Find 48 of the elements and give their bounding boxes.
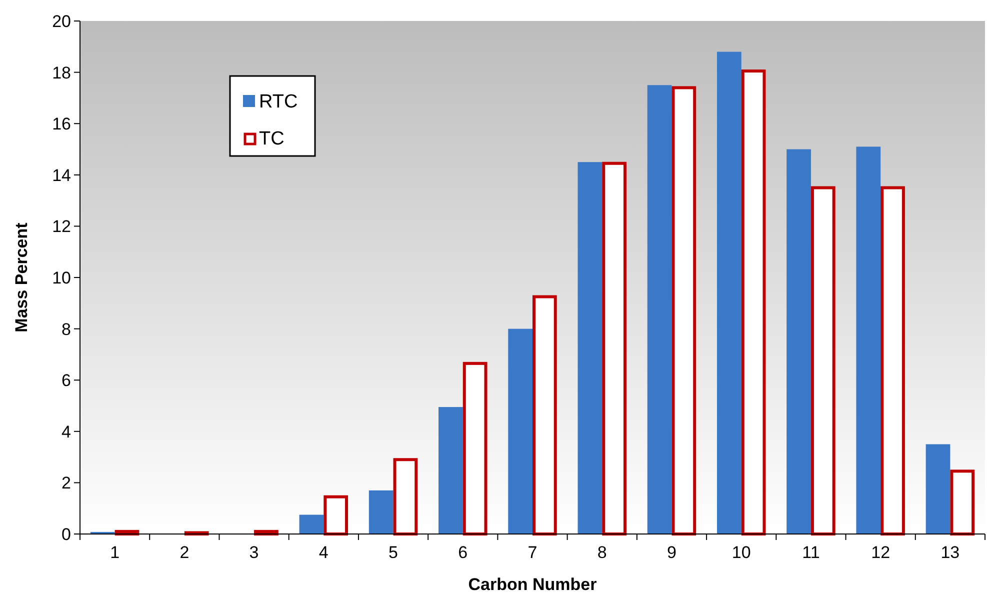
y-tick-label: 10 (52, 268, 71, 288)
bar (856, 146, 881, 534)
y-tick-label: 0 (62, 524, 71, 544)
x-tick-label: 9 (666, 543, 676, 562)
bar (508, 328, 532, 534)
y-tick-label: 18 (52, 63, 71, 82)
legend-label: TC (259, 128, 284, 150)
x-tick-label: 5 (388, 543, 398, 562)
x-tick-label: 4 (318, 543, 328, 562)
bar (786, 149, 811, 534)
bar (672, 86, 696, 536)
bar (950, 470, 975, 536)
bar (368, 490, 394, 534)
x-tick-label: 3 (249, 543, 259, 562)
y-tick-label: 4 (62, 422, 71, 442)
bar (393, 458, 418, 536)
bar (324, 495, 348, 536)
x-tick-label: 8 (597, 543, 607, 562)
y-tick-label: 2 (62, 474, 71, 493)
y-tick-label: 12 (52, 217, 71, 236)
bar (578, 162, 602, 534)
bar (438, 407, 463, 534)
x-tick-label: 1 (110, 543, 120, 562)
bar (741, 70, 766, 536)
x-tick-label: 10 (732, 543, 751, 562)
bar (716, 52, 742, 534)
y-axis-title: Mass Percent (12, 222, 31, 332)
y-tick-label: 16 (52, 114, 71, 134)
x-axis-title: Carbon Number (468, 575, 598, 594)
bar (647, 85, 672, 534)
y-tick-label: 6 (62, 371, 71, 390)
x-tick-label: 7 (528, 543, 538, 562)
x-tick-label: 2 (180, 543, 190, 562)
bar (602, 162, 626, 536)
y-tick-label: 20 (52, 12, 71, 31)
bar (880, 186, 905, 536)
bar (810, 186, 836, 536)
x-tick-label: 11 (802, 543, 820, 562)
bar (462, 362, 488, 536)
bar (532, 295, 557, 536)
y-tick-label: 14 (52, 166, 71, 185)
x-tick-label: 13 (940, 543, 960, 562)
bar (926, 444, 950, 534)
x-tick-label: 6 (458, 543, 468, 562)
x-tick-label: 12 (871, 543, 890, 562)
y-tick-label: 8 (62, 320, 71, 339)
legend-label: RTC (259, 92, 298, 113)
bar (299, 514, 324, 534)
